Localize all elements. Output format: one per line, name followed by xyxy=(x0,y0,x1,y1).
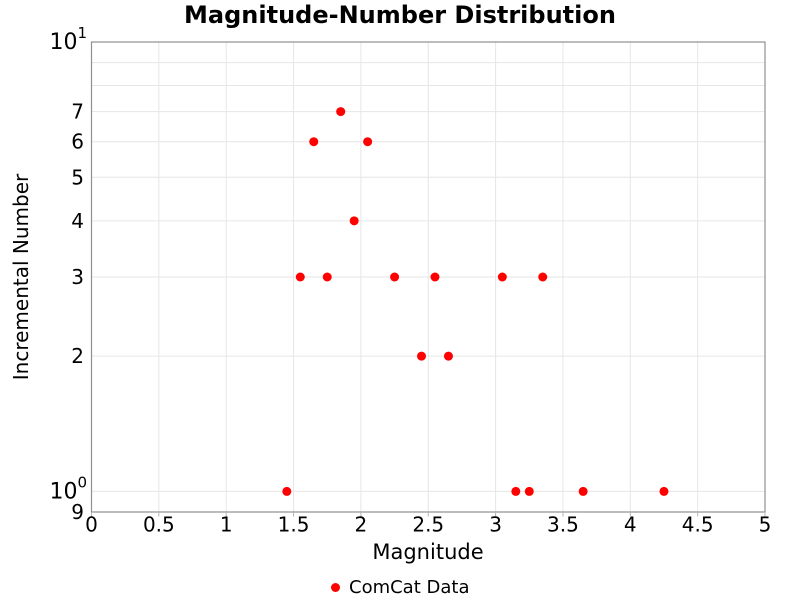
data-point xyxy=(443,351,453,361)
legend-label: ComCat Data xyxy=(349,576,470,598)
data-point xyxy=(538,272,548,282)
x-tick-label: 3 xyxy=(489,513,502,537)
x-tick-label: 1 xyxy=(220,513,233,537)
y-tick-label: 5 xyxy=(71,165,84,189)
x-tick-label: 2.5 xyxy=(412,513,444,537)
data-point xyxy=(430,272,440,282)
data-point xyxy=(511,486,521,496)
legend-marker-dot xyxy=(331,582,340,592)
y-tick-label: 6 xyxy=(71,130,84,154)
data-point xyxy=(524,486,534,496)
legend-item[interactable]: ComCat Data xyxy=(331,576,469,598)
y-tick-label: 9 xyxy=(71,500,84,524)
x-tick-label: 1.5 xyxy=(278,513,310,537)
y-tick-label-power: 100 xyxy=(49,473,87,504)
y-tick-label-power: 101 xyxy=(49,24,87,55)
data-point xyxy=(497,272,507,282)
data-point xyxy=(578,486,588,496)
data-point xyxy=(336,107,346,117)
data-point xyxy=(363,137,373,147)
x-tick-label: 4 xyxy=(624,513,637,537)
x-tick-label: 0 xyxy=(85,513,98,537)
x-axis-title: Magnitude xyxy=(372,540,484,564)
data-point xyxy=(417,351,427,361)
y-axis-title: Incremental Number xyxy=(9,173,33,381)
data-point xyxy=(295,272,305,282)
data-point xyxy=(309,137,319,147)
data-point xyxy=(349,216,359,226)
x-tick-label: 0.5 xyxy=(143,513,175,537)
data-point xyxy=(322,272,332,282)
y-tick-label: 3 xyxy=(71,265,84,289)
x-tick-label: 5 xyxy=(759,513,772,537)
y-tick-label: 2 xyxy=(71,344,84,368)
y-tick-label: 4 xyxy=(71,209,84,233)
chart-title: Magnitude-Number Distribution xyxy=(184,1,616,29)
x-tick-label: 4.5 xyxy=(682,513,714,537)
data-point xyxy=(390,272,400,282)
y-tick-label: 7 xyxy=(71,100,84,124)
data-point xyxy=(282,486,292,496)
x-tick-label: 2 xyxy=(355,513,368,537)
data-point xyxy=(659,486,669,496)
x-tick-label: 3.5 xyxy=(547,513,579,537)
